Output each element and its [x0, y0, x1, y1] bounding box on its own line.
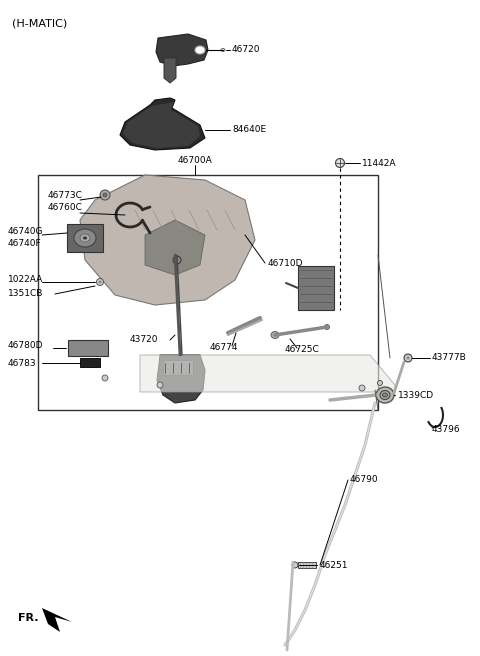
Ellipse shape [336, 159, 345, 167]
Text: 1339CD: 1339CD [398, 390, 434, 400]
Ellipse shape [173, 256, 181, 264]
Polygon shape [140, 355, 395, 392]
Text: 46790: 46790 [350, 476, 379, 485]
Ellipse shape [407, 356, 409, 359]
Polygon shape [145, 220, 205, 275]
Text: 46740F: 46740F [8, 239, 42, 249]
Text: 43720: 43720 [130, 335, 158, 344]
Text: 1351CB: 1351CB [8, 289, 43, 298]
Bar [163, 360, 193, 375]
Bar [298, 562, 316, 568]
Ellipse shape [195, 46, 205, 54]
Ellipse shape [98, 281, 101, 283]
Ellipse shape [102, 375, 108, 381]
Bar [298, 266, 334, 310]
Ellipse shape [376, 387, 394, 403]
Text: 46780D: 46780D [8, 340, 44, 350]
Text: 46740G: 46740G [8, 228, 44, 237]
Text: (H-MATIC): (H-MATIC) [12, 18, 67, 28]
Text: 46725C: 46725C [285, 346, 320, 354]
Text: 43796: 43796 [432, 426, 461, 434]
Ellipse shape [221, 49, 225, 52]
Text: 46720: 46720 [232, 45, 261, 54]
Text: 46774: 46774 [210, 344, 239, 352]
Ellipse shape [404, 354, 412, 362]
Ellipse shape [292, 562, 298, 568]
Bar [80, 358, 100, 367]
Text: FR.: FR. [18, 613, 38, 623]
Polygon shape [156, 34, 208, 66]
Bar [68, 340, 108, 356]
Text: 11442A: 11442A [362, 159, 396, 167]
Text: 1022AA: 1022AA [8, 274, 43, 283]
Text: 46700A: 46700A [178, 156, 212, 165]
Ellipse shape [383, 393, 387, 397]
Ellipse shape [103, 193, 107, 197]
Ellipse shape [96, 279, 104, 285]
Text: 46773C: 46773C [48, 190, 83, 199]
Ellipse shape [271, 331, 279, 338]
Bar [38, 175, 378, 410]
Polygon shape [164, 58, 176, 83]
Text: 43777B: 43777B [432, 354, 467, 363]
Ellipse shape [157, 382, 163, 388]
Text: 46251: 46251 [320, 560, 348, 569]
Ellipse shape [74, 229, 96, 247]
Text: 84640E: 84640E [232, 125, 266, 134]
Ellipse shape [100, 190, 110, 200]
Ellipse shape [83, 237, 87, 239]
Ellipse shape [380, 390, 390, 400]
Ellipse shape [324, 325, 329, 329]
Text: 46783: 46783 [8, 358, 36, 367]
Polygon shape [157, 355, 205, 403]
Polygon shape [80, 175, 255, 305]
Bar [67, 224, 103, 252]
Ellipse shape [359, 385, 365, 391]
Polygon shape [120, 98, 205, 150]
Text: 46710D: 46710D [268, 258, 303, 268]
Text: 46760C: 46760C [48, 203, 83, 213]
Ellipse shape [377, 380, 383, 386]
Polygon shape [123, 102, 200, 148]
Polygon shape [42, 608, 72, 632]
Ellipse shape [80, 234, 90, 242]
